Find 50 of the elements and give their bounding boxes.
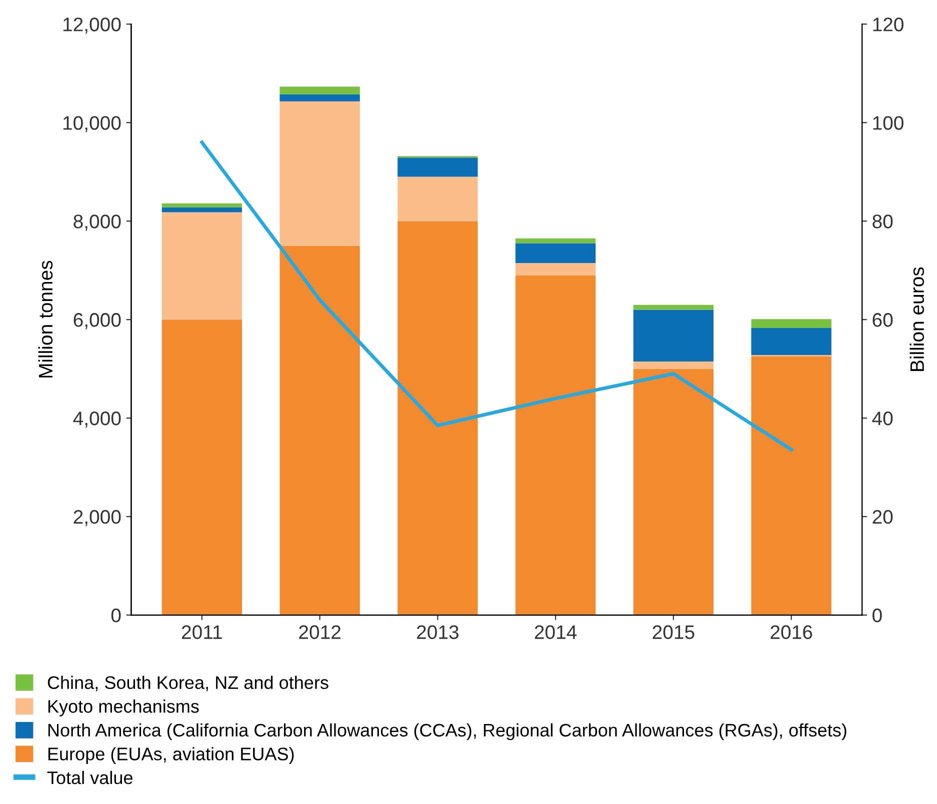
bar [162,212,242,320]
y-tick-label: 4,000 [73,412,121,428]
x-tick-label: 2011 [182,625,222,640]
y-tick-label: 8,000 [74,214,121,231]
y-tick-label: 12,000 [63,18,121,34]
bar [633,368,714,616]
y-tick-label: 0 [111,608,121,622]
bar [633,304,714,310]
bar [280,246,360,616]
y-tick-label: 10,000 [63,116,121,132]
legend-label: Kyoto mechanisms [48,700,199,716]
x-tick-label: 2015 [652,625,694,640]
legend-label: China, South Korea, NZ and others [48,676,328,692]
x-tick-label: 2014 [534,625,577,640]
y2-tick-label: 120 [873,18,904,32]
bar [515,243,596,263]
bar [751,356,832,616]
y-tick-label: 6,000 [74,313,121,330]
y2-tick-label: 100 [873,116,904,130]
x-tick-label: 2013 [417,625,458,640]
y2-tick-label: 60 [872,313,893,327]
bar [398,176,478,222]
y2-axis-title: Billion euros [910,267,924,371]
bar [633,310,714,362]
bar [515,238,596,244]
y2-tick-label: 0 [872,608,882,622]
y2-tick-label: 40 [872,412,893,426]
bar [162,320,242,616]
x-tick-label: 2016 [770,625,812,640]
bar [280,101,360,246]
bar [398,221,478,616]
bar [751,319,832,328]
legend-label: Europe (EUAs, aviation EUAS) [48,747,294,764]
x-tick-label: 2012 [299,625,340,640]
bar [162,207,242,212]
bar [280,94,360,102]
line-series [200,140,794,452]
bar [633,361,714,369]
bar [515,275,596,616]
legend-label: North America (California Carbon Allowances (CCAs), Regional Carbon Allowances (RGAs), offsets) [48,723,846,740]
y2-tick-label: 80 [872,214,893,228]
bar [515,262,596,276]
bar [751,328,832,356]
legend-label: Total value [47,770,132,784]
y-tick-label: 2,000 [74,510,121,526]
y-axis-title: Million tonnes [38,260,53,378]
y2-tick-label: 20 [872,510,893,524]
bar [162,203,242,208]
bar [398,158,478,177]
bar [280,86,360,95]
